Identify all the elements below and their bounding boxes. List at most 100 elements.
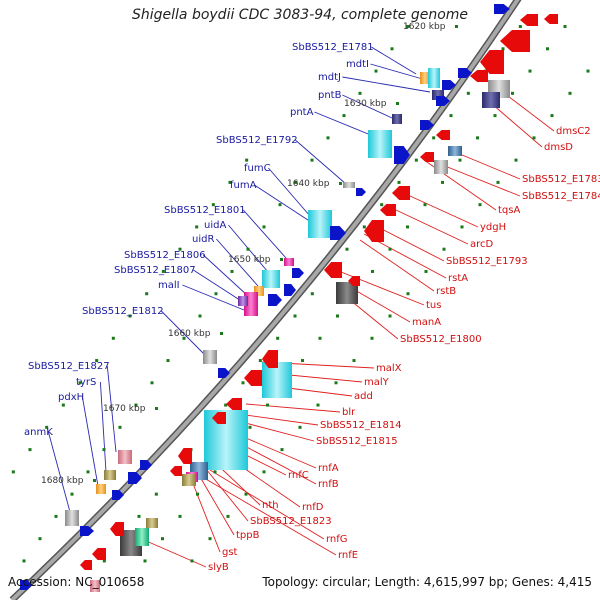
tick-dot: [511, 91, 514, 95]
tick-dot: [54, 514, 58, 518]
leader-line: [342, 94, 393, 119]
ruler-tick: [396, 102, 399, 105]
leader-line: [409, 195, 479, 228]
tick-dot: [11, 470, 15, 474]
leader-line: [295, 139, 347, 185]
reverse-gene-arrow: [324, 262, 342, 278]
tick-dot: [190, 559, 194, 563]
tick-dot: [143, 559, 147, 563]
gene-label-malY: malY: [364, 377, 390, 388]
tick-dot: [476, 136, 479, 140]
tick-dot: [211, 203, 215, 207]
gene-label-dmsC2: dmsC2: [556, 126, 591, 137]
leader-line: [395, 209, 469, 245]
reverse-gene-arrow: [244, 370, 262, 386]
ruler-label: 1640 kbp: [287, 179, 330, 189]
tick-dot: [241, 381, 245, 385]
forward-gene-arrow: [128, 472, 142, 484]
gene-label-SbBS512_E1814: SbBS512_E1814: [320, 420, 402, 431]
gene-label-SbBS512_E1812: SbBS512_E1812: [82, 306, 164, 317]
tick-dot: [61, 403, 65, 407]
leader-line: [439, 163, 521, 197]
reverse-gene-arrow: [420, 152, 434, 162]
tick-dot: [424, 269, 428, 273]
tick-dot: [134, 403, 138, 407]
tick-dot: [532, 136, 536, 140]
tick-dot: [161, 537, 164, 541]
tick-dot: [310, 292, 314, 296]
ruler-label: 1650 kbp: [228, 255, 271, 265]
tick-dot: [228, 180, 232, 184]
tick-dot: [86, 470, 90, 474]
gene-label-add: add: [354, 391, 373, 402]
gene-label-tyrS: tyrS: [76, 377, 96, 388]
forward-gene-arrow: [330, 226, 346, 240]
tick-dot: [342, 114, 346, 118]
reverse-gene-arrow: [520, 14, 538, 26]
gene-box: [482, 92, 500, 108]
leader-line: [209, 469, 325, 540]
ruler-label: 1680 kbp: [41, 476, 84, 486]
tick-dot: [95, 359, 99, 363]
gene-box: [238, 296, 248, 306]
tick-dot: [182, 336, 186, 340]
gene-box: [262, 270, 280, 288]
kbp-ruler: 1620 kbp 1630 kbp 1640 kbp 1650 kbp 1660 kbp…: [41, 22, 458, 486]
gene-label-rstA: rstA: [448, 273, 468, 284]
gene-label-SbBS512_E1781: SbBS512_E1781: [292, 42, 374, 53]
gene-box: [434, 160, 448, 174]
gene-label-rnfA: rnfA: [318, 463, 339, 474]
tick-dot: [118, 425, 122, 429]
tick-dot: [244, 492, 248, 496]
gene-label-uidA: uidA: [204, 220, 226, 231]
tick-dot: [102, 448, 106, 452]
tick-dot: [316, 403, 320, 407]
leader-line: [203, 477, 337, 556]
tick-dot: [466, 91, 470, 95]
tick-dot: [45, 425, 49, 429]
tick-dot: [246, 247, 250, 251]
gene-box: [368, 130, 392, 158]
gene-label-fumC: fumC: [244, 163, 271, 174]
gene-label-dmsD: dmsD: [544, 142, 573, 153]
leader-line: [143, 539, 207, 568]
gene-label-rstB: rstB: [436, 286, 456, 297]
leader-line: [359, 239, 435, 292]
ruler-tick: [220, 332, 223, 335]
leader-line: [81, 396, 99, 487]
tick-dot: [258, 359, 262, 363]
leader-line: [335, 269, 425, 306]
leader-line: [195, 469, 235, 536]
tick-dot: [336, 314, 339, 318]
reverse-gene-arrow: [262, 350, 278, 368]
tick-dot: [280, 448, 284, 452]
tick-dot: [214, 292, 218, 296]
forward-gene-arrow: [442, 80, 456, 90]
gene-label-SbBS512_E1800: SbBS512_E1800: [400, 334, 482, 345]
tick-dot: [198, 314, 202, 318]
tick-dot: [154, 492, 158, 496]
ruler-label: 1670 kbp: [103, 404, 146, 414]
leader-line: [347, 285, 411, 323]
leader-line: [491, 103, 543, 148]
ruler-label: 1630 kbp: [344, 99, 387, 109]
forward-gene-arrow: [112, 490, 124, 500]
gene-box: [90, 580, 100, 592]
reverse-gene-arrow: [480, 50, 504, 74]
tick-dot: [546, 47, 549, 51]
gene-label-manA: manA: [412, 317, 441, 328]
leader-line: [99, 381, 107, 473]
tick-dot: [334, 381, 338, 385]
leader-line: [189, 475, 221, 553]
gene-label-SbBS512_E1792: SbBS512_E1792: [216, 135, 298, 146]
tick-dot: [262, 225, 266, 229]
leader-line: [202, 254, 249, 297]
tick-dot: [78, 381, 82, 385]
gene-box: [428, 68, 440, 88]
leader-line: [193, 269, 247, 305]
accession-text: Accession: NC_010658: [8, 575, 145, 589]
forward-gene-arrow: [140, 460, 152, 470]
reverse-gene-arrow: [500, 30, 530, 52]
reverse-gene-arrow: [544, 14, 558, 24]
